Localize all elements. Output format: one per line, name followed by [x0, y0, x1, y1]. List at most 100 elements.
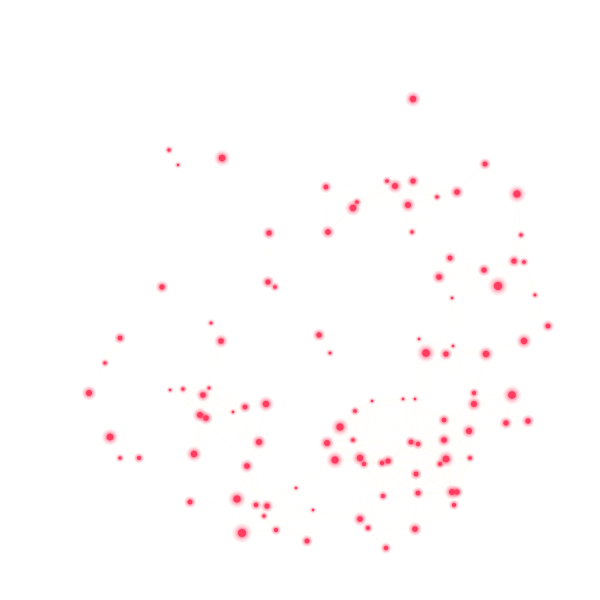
connection-line: [371, 398, 416, 402]
connection-line: [414, 398, 447, 460]
connection-line: [202, 394, 246, 408]
particle: [450, 485, 464, 499]
particle: [352, 511, 368, 527]
connection-line: [208, 387, 246, 408]
particle-dot: [482, 161, 488, 167]
connection-line: [138, 457, 191, 503]
particle: [133, 452, 145, 464]
particle-dot: [392, 183, 398, 189]
connection-line: [352, 400, 373, 441]
connection-line: [445, 353, 475, 405]
connection-line: [456, 191, 518, 195]
particle-dot: [450, 296, 454, 300]
particle-dot: [409, 95, 417, 103]
connection-line: [523, 261, 536, 296]
particle-dot: [207, 386, 211, 390]
particle-dot: [106, 433, 114, 441]
particle-dot: [357, 516, 363, 522]
connection-line: [258, 441, 297, 489]
particle-dot: [311, 508, 315, 512]
connection-line: [312, 463, 365, 511]
particle-dot: [362, 462, 366, 466]
particle: [443, 251, 457, 265]
particle: [468, 387, 480, 399]
particle-dot: [253, 502, 259, 508]
connection-line: [193, 453, 248, 467]
connection-line: [274, 286, 320, 336]
connection-line: [436, 163, 486, 198]
connection-line: [411, 196, 438, 233]
connection-line: [193, 406, 246, 455]
connection-line: [263, 509, 314, 517]
connection-line: [161, 286, 212, 324]
connection-line: [414, 491, 453, 530]
particle: [412, 438, 424, 450]
particle: [436, 432, 452, 448]
particle: [415, 335, 423, 343]
particle-dot: [522, 260, 526, 264]
connection-line: [119, 286, 163, 339]
connection-line: [410, 441, 458, 493]
connection-line: [425, 297, 453, 354]
particle-dot: [233, 495, 241, 503]
particle-dot: [442, 455, 450, 463]
particle-dot: [472, 391, 476, 395]
connection-line: [382, 463, 441, 497]
connection-line: [295, 487, 314, 511]
connection-line: [354, 410, 412, 443]
particle-dot: [422, 349, 430, 357]
particle-dot: [262, 514, 266, 518]
connection-line: [354, 410, 383, 464]
connection-line: [182, 388, 246, 408]
particle-dot: [168, 388, 172, 392]
connection-line: [244, 406, 248, 467]
particle-dot: [218, 338, 224, 344]
connection-line: [387, 439, 445, 462]
connection-line: [334, 400, 373, 461]
connection-line: [425, 352, 487, 355]
particle: [477, 263, 491, 277]
connection-line: [312, 442, 328, 511]
connection-line: [451, 297, 487, 355]
particle-dot: [410, 230, 414, 234]
particle: [416, 343, 436, 363]
connection-line: [241, 532, 308, 542]
connection-line: [407, 204, 451, 259]
connection-line: [382, 495, 387, 549]
connection-line: [469, 422, 507, 459]
connection-line: [352, 439, 383, 464]
particle-dot: [273, 285, 277, 289]
particle: [448, 499, 460, 511]
particle-dot: [118, 456, 122, 460]
connection-line: [325, 185, 396, 188]
connection-line: [367, 462, 383, 529]
connection-line: [352, 398, 404, 441]
connection-line: [295, 442, 328, 489]
particle-dot: [513, 190, 521, 198]
connection-line: [268, 231, 329, 234]
connection-line: [371, 400, 389, 462]
particle: [164, 145, 174, 155]
connection-line: [387, 460, 419, 494]
connection-line: [325, 180, 388, 188]
connection-line: [436, 196, 451, 259]
connection-line: [415, 473, 455, 506]
particle: [229, 408, 237, 416]
particle-dot: [451, 344, 455, 348]
particle: [502, 385, 522, 405]
connection-line: [520, 234, 536, 296]
particle-dot: [494, 282, 502, 290]
particle: [477, 345, 495, 363]
particle-dot: [316, 332, 322, 338]
connection-line: [359, 463, 365, 520]
particle: [174, 161, 182, 169]
particle: [406, 174, 420, 188]
particle: [407, 227, 417, 237]
particle: [411, 395, 419, 403]
particle-dot: [159, 284, 165, 290]
connection-line: [356, 201, 409, 206]
connection-line: [417, 443, 453, 493]
particle: [381, 454, 395, 468]
connection-line: [359, 492, 419, 520]
particle: [251, 434, 267, 450]
